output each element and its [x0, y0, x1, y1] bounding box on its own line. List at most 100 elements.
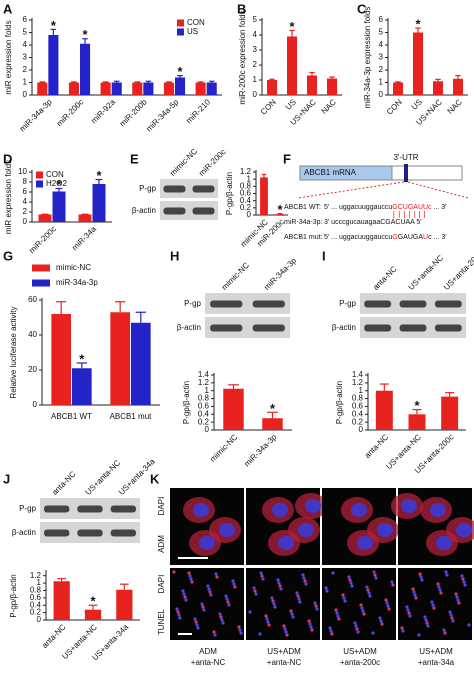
- significance-marker: *: [415, 17, 421, 32]
- blot-band: [77, 505, 103, 513]
- blot-strip: [205, 317, 290, 338]
- tunel-dot: [451, 619, 455, 623]
- blot-band: [192, 207, 215, 215]
- tunel-dot: [342, 596, 346, 600]
- tunel-dot: [213, 633, 217, 637]
- tunel-dot: [467, 623, 471, 627]
- tunel-dot: [436, 582, 440, 586]
- y-axis-label: miR expression folds: [4, 160, 13, 234]
- tunel-dot: [271, 599, 275, 603]
- significance-marker: *: [79, 351, 85, 366]
- tunel-dot: [238, 628, 242, 632]
- significance-marker: *: [83, 27, 89, 42]
- bar: [132, 82, 143, 95]
- utr-label: 3'-UTR: [393, 153, 418, 162]
- tunel-dot: [361, 609, 365, 613]
- tunel-dot: [296, 594, 300, 598]
- tunel-dot: [347, 575, 351, 579]
- legend-swatch: [177, 28, 184, 36]
- tunel-dot: [176, 610, 180, 614]
- tunel-dot: [277, 581, 281, 585]
- micrograph: [246, 568, 320, 640]
- x-tick-label: miR-34a-5p: [144, 97, 180, 133]
- blot-band: [399, 300, 427, 308]
- bar: [175, 77, 186, 95]
- binding-site: [404, 164, 408, 182]
- y-tick-label: 0.4: [240, 196, 252, 205]
- y-tick-label: 0.4: [352, 409, 364, 418]
- x-tick-label: miR-210: [184, 97, 212, 125]
- y-axis-label: Relative luciferase activity: [9, 306, 18, 398]
- tunel-dot: [431, 603, 435, 607]
- tunel-dot: [334, 608, 338, 612]
- tunel-dot: [310, 628, 314, 632]
- tunel-dot: [272, 602, 276, 606]
- tunel-dot: [221, 621, 225, 625]
- y-tick-label: 1: [37, 578, 42, 587]
- tunel-dot: [215, 575, 219, 579]
- tunel-dot: [366, 588, 370, 592]
- blot-band: [44, 529, 70, 537]
- legend-label: CON: [46, 170, 64, 179]
- sequence-part: c ... 3': [428, 234, 446, 241]
- tunel-dot: [283, 627, 287, 631]
- legend-swatch: [36, 180, 43, 188]
- y-tick-label: 1.4: [352, 370, 364, 379]
- y-axis-label: miR-200c expression folds: [238, 10, 247, 104]
- tunel-dot: [276, 578, 280, 582]
- y-tick-label: 1: [247, 174, 252, 183]
- panel-label: C: [357, 1, 367, 16]
- sequence-part: GAUGA: [398, 234, 424, 241]
- bar: [163, 82, 174, 95]
- bar: [375, 390, 393, 430]
- tunel-dot: [362, 612, 366, 616]
- column-label: US+ADM: [343, 647, 377, 656]
- x-tick-label: US: [284, 98, 298, 112]
- tunel-dot: [313, 601, 317, 605]
- tunel-dot: [449, 613, 453, 617]
- y-tick-label: 5: [379, 28, 384, 37]
- bar: [84, 609, 102, 620]
- significance-marker: *: [96, 168, 102, 183]
- tunel-dot: [425, 621, 429, 625]
- bar: [68, 82, 79, 95]
- tunel-dot: [391, 583, 395, 587]
- tunel-dot: [214, 572, 218, 576]
- micrograph: [398, 568, 472, 640]
- nucleus: [436, 536, 452, 550]
- tunel-dot: [227, 603, 231, 607]
- tunel-dot: [400, 626, 404, 630]
- tunel-dot: [206, 584, 210, 588]
- blot-lane-label: anta-NC: [371, 264, 399, 292]
- tunel-dot: [252, 586, 256, 590]
- tunel-dot: [331, 571, 335, 575]
- zoom-line: [297, 181, 405, 199]
- tunel-dot: [349, 581, 353, 585]
- blot-band: [364, 300, 392, 308]
- bar: [111, 82, 122, 95]
- sequence-part: ... 3': [432, 204, 447, 211]
- sequence-part: U: [423, 234, 428, 241]
- tunel-dot: [189, 577, 193, 581]
- tunel-dot: [413, 593, 417, 597]
- sequence-part: 3' ucccgucauagaa: [324, 219, 380, 226]
- bar: [78, 214, 92, 222]
- bar: [143, 82, 154, 95]
- blot-band: [434, 324, 462, 332]
- y-tick-label: 0: [359, 425, 364, 434]
- bar: [53, 581, 70, 620]
- sequence-part: 5': [414, 219, 421, 226]
- tunel-dot: [460, 574, 464, 578]
- x-tick-label: miR-34a-3p: [242, 432, 278, 468]
- column-label: US+ADM: [267, 647, 301, 656]
- x-tick-label: miR-34a-3p: [18, 97, 54, 133]
- tunel-dot: [374, 576, 378, 580]
- bar: [52, 191, 66, 222]
- x-tick-label: CON: [259, 97, 278, 116]
- y-tick-label: 10: [18, 167, 27, 176]
- tunel-dot: [270, 596, 274, 600]
- row-label: DAPI: [157, 497, 166, 516]
- tunel-dot: [181, 589, 185, 593]
- nucleus: [199, 536, 215, 550]
